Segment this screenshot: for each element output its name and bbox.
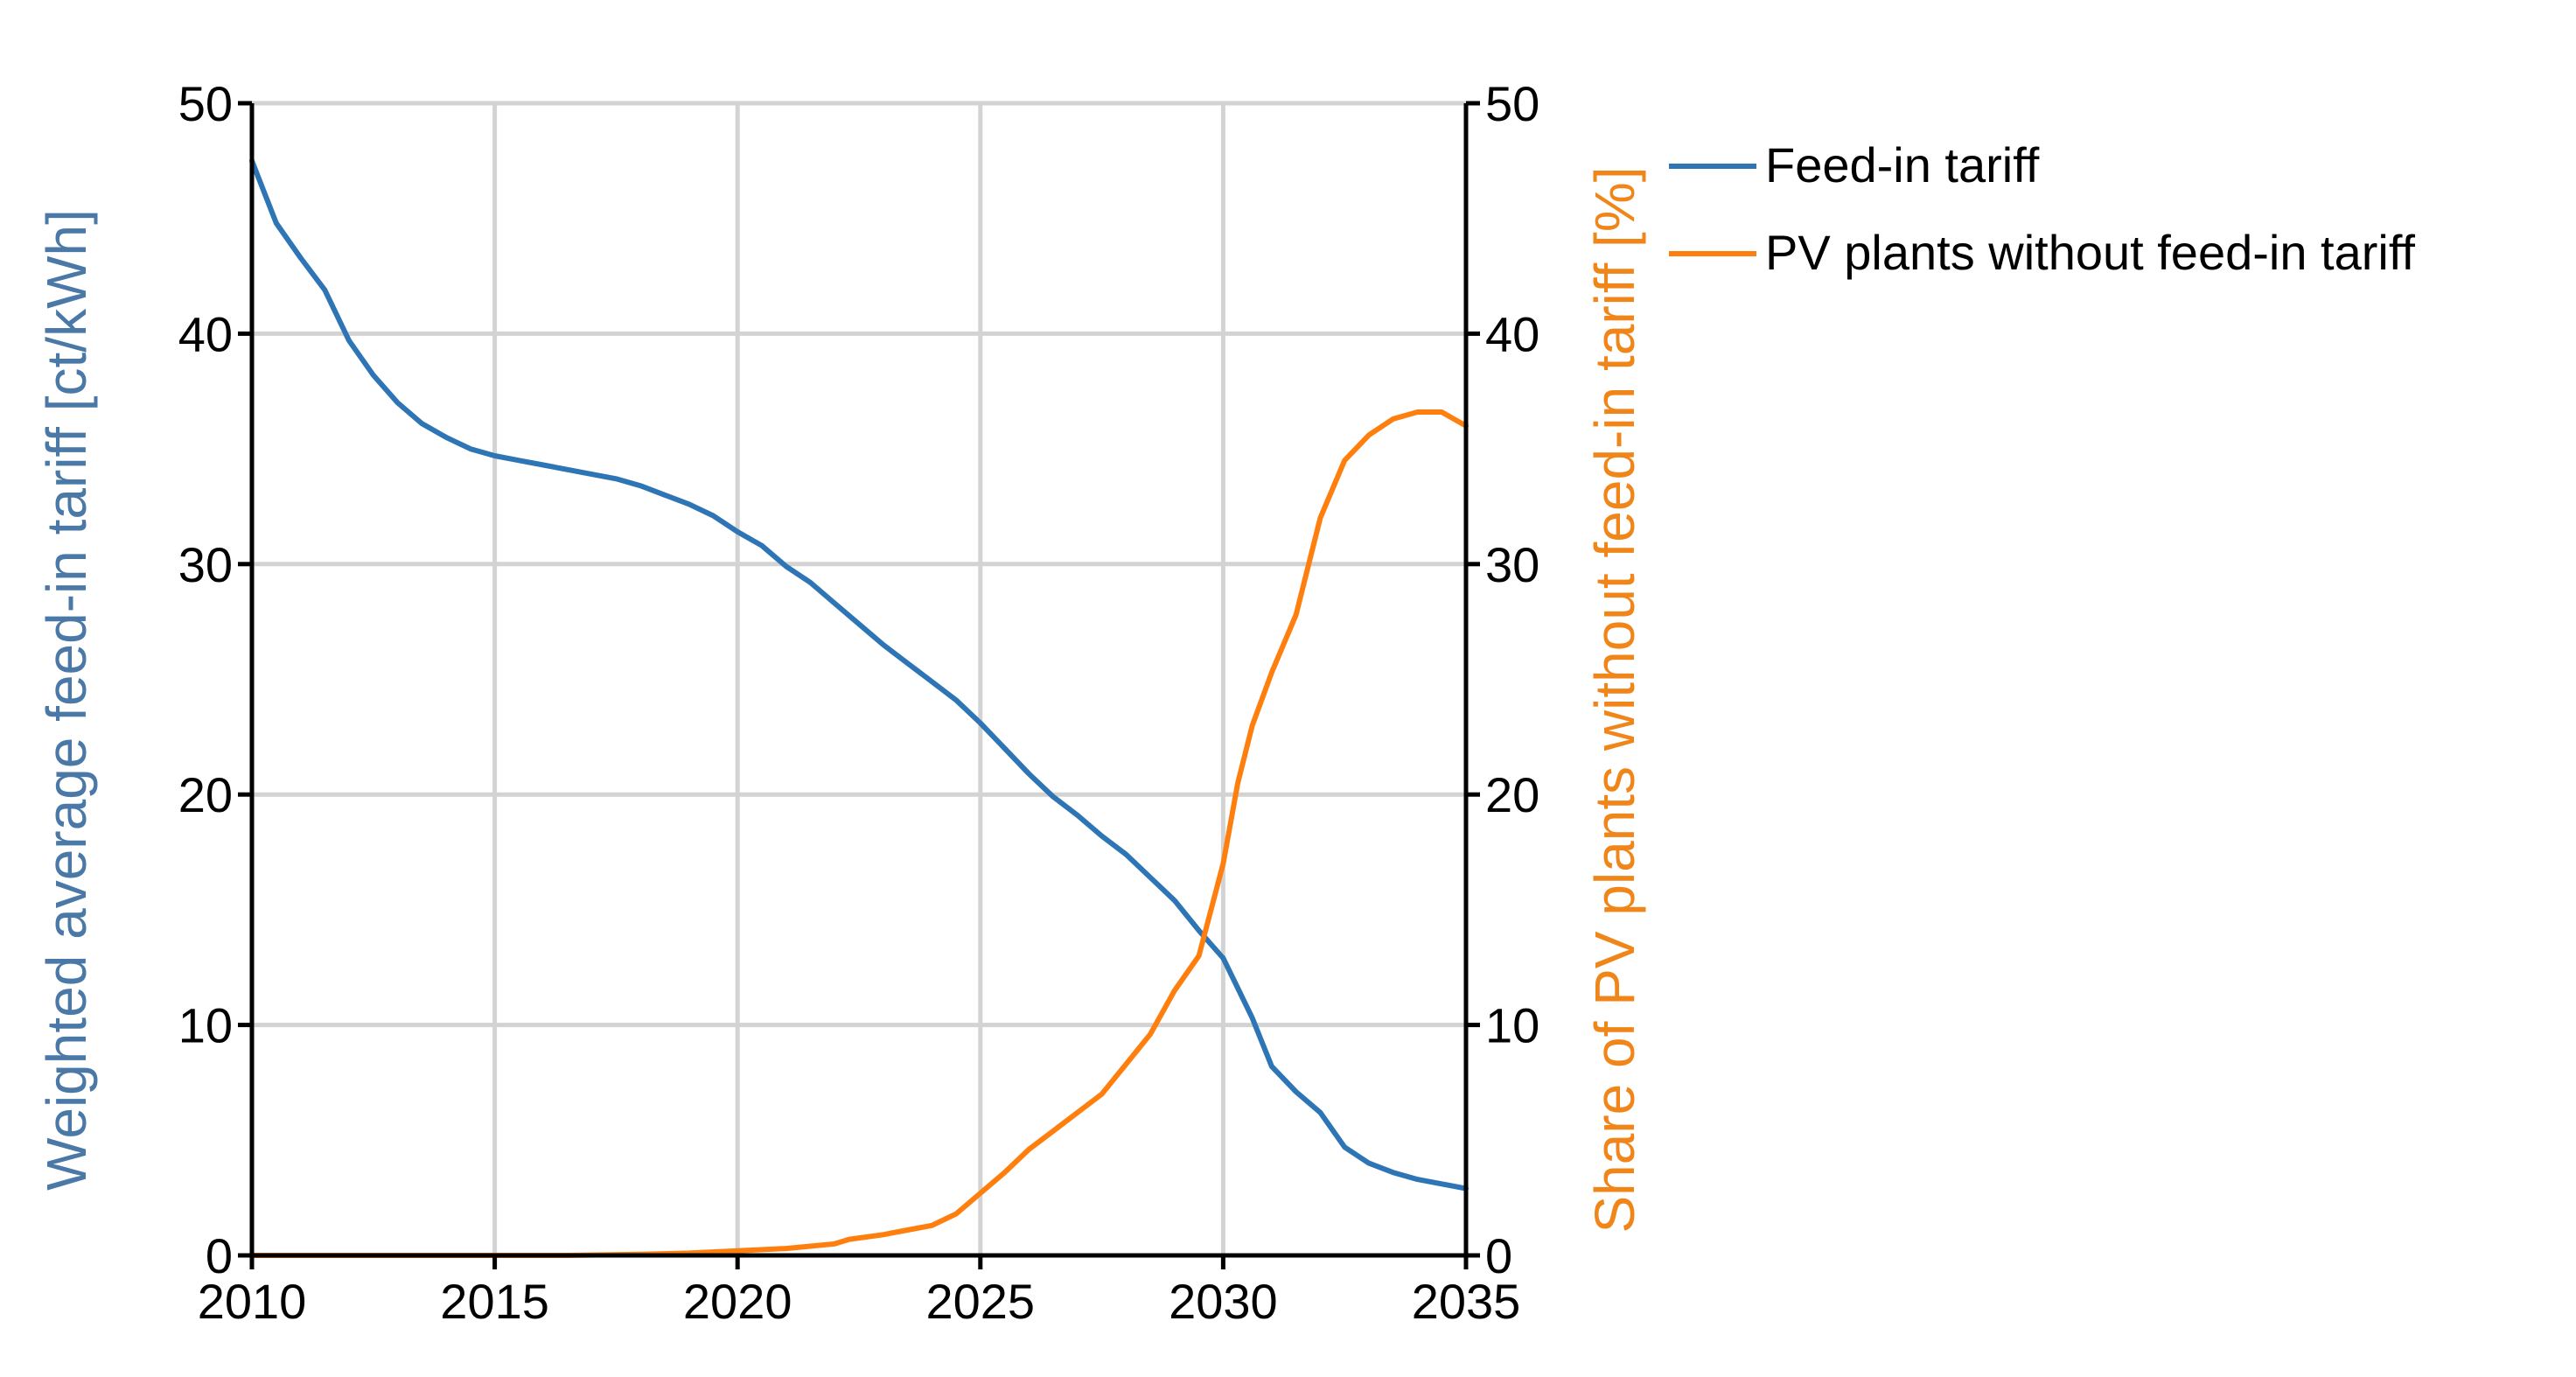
left-tick-label-20: 20 (178, 767, 233, 822)
left-tick-label-50: 50 (178, 76, 233, 131)
legend: Feed-in tariff PV plants without feed-in… (1669, 137, 2415, 280)
left-tick-label-30: 30 (178, 537, 233, 592)
series-line-feed-in-tariff (249, 157, 1469, 1192)
right-tick-label-0: 0 (1485, 1228, 1512, 1283)
right-tick-label-10: 10 (1485, 998, 1539, 1053)
right-tick-label-20: 20 (1485, 767, 1539, 822)
left-y-axis-label: Weighted average feed-in tariff [ct/kWh] (35, 209, 98, 1191)
right-tick-label-40: 40 (1485, 306, 1539, 361)
legend-label-feed-in-tariff: Feed-in tariff (1765, 137, 2040, 192)
x-tick-label-2030: 2030 (1169, 1274, 1278, 1329)
x-tick-label-2035: 2035 (1412, 1274, 1521, 1329)
left-tick-label-40: 40 (178, 306, 233, 361)
legend-label-pv-plants: PV plants without feed-in tariff (1765, 225, 2415, 280)
axes (238, 101, 1480, 1269)
series-lines (249, 157, 1469, 1258)
series-line-pv-plants-without-feed-in-tariff (249, 409, 1469, 1258)
right-tick-label-50: 50 (1485, 76, 1539, 131)
x-tick-label-2025: 2025 (926, 1274, 1036, 1329)
right-y-axis-label: Share of PV plants without feed-in tarif… (1583, 166, 1646, 1233)
x-tick-label-2020: 2020 (683, 1274, 792, 1329)
left-tick-label-10: 10 (178, 998, 233, 1053)
left-tick-label-0: 0 (206, 1228, 233, 1283)
x-tick-label-2015: 2015 (440, 1274, 549, 1329)
right-tick-label-30: 30 (1485, 537, 1539, 592)
x-tick-label-2010: 2010 (198, 1274, 307, 1329)
